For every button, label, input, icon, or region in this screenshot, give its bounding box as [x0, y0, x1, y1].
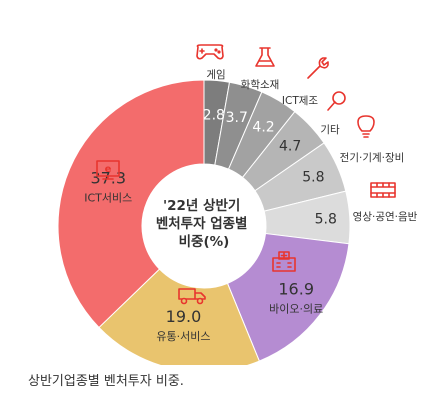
- truck-icon: [178, 288, 206, 305]
- flask-icon: [255, 47, 275, 67]
- svg-text:e: e: [105, 164, 112, 175]
- center-hole: [142, 164, 266, 288]
- slice-3-value-label: 4.7: [279, 138, 301, 154]
- slice-6-value-label: 16.9: [278, 279, 314, 298]
- slice-0-value-label: 2.8: [203, 107, 225, 123]
- slice-1-category-label: 화학소재: [241, 79, 280, 91]
- film-icon: [370, 182, 396, 198]
- wrench-icon: [307, 57, 329, 79]
- chart-title-line-1: '22년 상반기: [163, 197, 240, 214]
- slice-3-category-label: 기타: [320, 124, 340, 136]
- slice-7-value-label: 19.0: [166, 307, 202, 326]
- slices-group: [57, 79, 351, 365]
- lightbulb-icon: [357, 115, 375, 138]
- chart-title-line-3: 비중(%): [179, 234, 230, 250]
- slice-8-category-label: ICT서비스: [84, 191, 132, 204]
- chart-title-line-2: 벤처투자 업종별: [156, 216, 248, 232]
- slice-4-value-label: 5.8: [302, 170, 324, 186]
- caption: 상반기업종별 벤처투자 비중.: [28, 374, 184, 389]
- icons-group: e: [96, 44, 396, 305]
- slice-1-value-label: 3.7: [226, 110, 248, 126]
- gamepad-icon: [196, 44, 224, 60]
- slice-2-value-label: 4.2: [252, 119, 274, 135]
- magnifier-icon: [327, 91, 346, 111]
- slice-2-category-label: ICT제조: [282, 95, 319, 107]
- chart-title: '22년 상반기 벤처투자 업종별 비중(%): [156, 197, 252, 250]
- computer-icon: e: [96, 160, 120, 180]
- slice-7-category-label: 유통·서비스: [156, 330, 210, 343]
- slice-6-category-label: 바이오·의료: [269, 302, 323, 315]
- donut-chart: '22년 상반기 벤처투자 업종별 비중(%) 2.8 게임 3.7 화학소재 4.2 I…: [57, 44, 418, 365]
- slice-4-category-label: 전기·기계·장비: [340, 152, 405, 164]
- slice-0-category-label: 게임: [206, 68, 225, 81]
- labels-group: 2.8 게임 3.7 화학소재 4.2 ICT제조 4.7 기타 5.8 전기·기계·장비 5.8 영…: [84, 68, 417, 343]
- slice-5-category-label: 영상·공연·음반: [353, 211, 418, 223]
- hospital-icon: [272, 251, 296, 272]
- slice-5-value-label: 5.8: [315, 212, 337, 228]
